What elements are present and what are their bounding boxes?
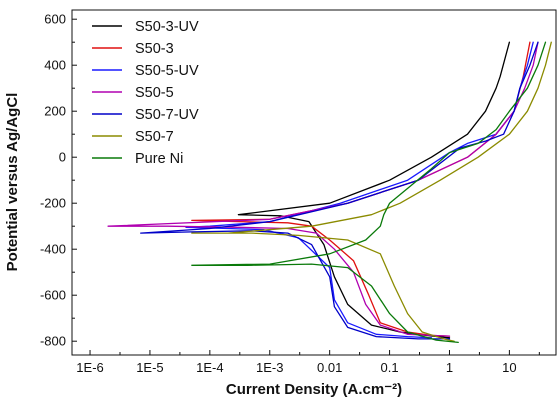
y-tick-label: -600 bbox=[40, 288, 66, 303]
legend: S50-3-UV S50-3 S50-5-UV S50-5 S50-7-UV S50-7 P… bbox=[92, 19, 199, 167]
legend-label: S50-7-UV bbox=[135, 107, 199, 123]
y-tick-label: -200 bbox=[40, 196, 66, 211]
legend-label: S50-7 bbox=[135, 129, 174, 145]
legend-label: Pure Ni bbox=[135, 151, 183, 167]
series-line-7 bbox=[191, 41, 547, 344]
x-axis-title: Current Density (A.cm⁻²) bbox=[226, 381, 402, 398]
x-tick-label: 1 bbox=[446, 360, 453, 375]
legend-label: S50-5-UV bbox=[135, 63, 199, 79]
y-tick-label: 600 bbox=[44, 12, 66, 27]
y-tick-label: 400 bbox=[44, 58, 66, 73]
legend-label: S50-3-UV bbox=[135, 19, 199, 35]
y-tick-label: 200 bbox=[44, 104, 66, 119]
legend-label: S50-3 bbox=[135, 41, 174, 57]
series-line-5 bbox=[140, 41, 539, 340]
x-tick-label: 1E-4 bbox=[196, 360, 223, 375]
x-tick-label: 0.1 bbox=[381, 360, 399, 375]
ticks-layer: 1E-6 1E-5 1E-4 1E-3 0.01 0.1 1 10 -800 -600 -400 -2… bbox=[40, 12, 540, 375]
plot-frame bbox=[71, 9, 557, 356]
y-tick-label: -400 bbox=[40, 242, 66, 257]
series-line-6 bbox=[191, 41, 552, 342]
x-tick-label: 1E-6 bbox=[76, 360, 103, 375]
y-axis-title: Potential versus Ag/AgCl bbox=[4, 93, 21, 272]
legend-label: S50-5 bbox=[135, 85, 174, 101]
series-line-1 bbox=[237, 41, 511, 339]
series-line-4 bbox=[107, 41, 539, 337]
x-tick-label: 0.01 bbox=[317, 360, 342, 375]
y-tick-label: -800 bbox=[40, 334, 66, 349]
y-tick-label: 0 bbox=[59, 150, 66, 165]
x-tick-label: 10 bbox=[502, 360, 516, 375]
series-layer bbox=[107, 41, 552, 344]
x-tick-label: 1E-5 bbox=[136, 360, 163, 375]
x-tick-label: 1E-3 bbox=[256, 360, 283, 375]
